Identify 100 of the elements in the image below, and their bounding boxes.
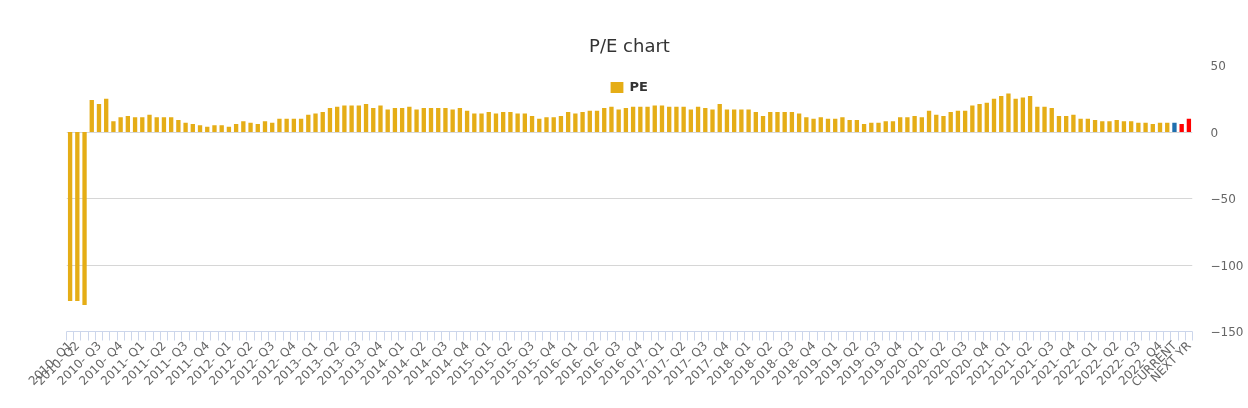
bar xyxy=(724,109,730,132)
bar xyxy=(941,116,946,132)
bar xyxy=(443,108,448,132)
bar xyxy=(508,112,513,132)
bar xyxy=(183,122,188,132)
bar xyxy=(667,106,672,132)
bar xyxy=(630,106,636,132)
bar xyxy=(313,113,318,132)
bar xyxy=(1114,120,1119,132)
bar xyxy=(645,106,650,132)
bar xyxy=(104,98,109,132)
bar xyxy=(587,110,592,132)
bar xyxy=(118,117,123,132)
bar xyxy=(219,125,224,132)
bar xyxy=(1165,122,1170,132)
bar xyxy=(335,106,340,132)
bar xyxy=(796,113,802,132)
bar xyxy=(176,120,181,132)
bar xyxy=(168,117,174,132)
chart-title: P/E chart xyxy=(589,35,670,56)
bar xyxy=(306,114,311,132)
bar xyxy=(659,105,665,132)
bar xyxy=(1092,120,1098,132)
bar xyxy=(869,122,874,132)
bar xyxy=(1042,106,1047,132)
bar xyxy=(277,118,282,132)
bar xyxy=(695,106,701,132)
bar xyxy=(811,118,816,132)
bar xyxy=(270,122,275,132)
bar xyxy=(537,118,542,132)
bar xyxy=(1006,93,1011,132)
bar xyxy=(753,112,758,132)
bar xyxy=(565,112,571,132)
bar xyxy=(385,109,390,132)
bar xyxy=(436,108,441,132)
bar xyxy=(804,117,809,132)
bar xyxy=(529,116,535,132)
bar xyxy=(1071,114,1076,132)
bar xyxy=(962,110,968,132)
bar xyxy=(573,113,578,132)
bar xyxy=(140,117,145,132)
y-tick-label: −150 xyxy=(1210,325,1244,339)
bar xyxy=(703,108,708,132)
bar xyxy=(688,109,694,132)
bar xyxy=(464,110,470,132)
bar xyxy=(710,109,715,132)
legend-label: PE xyxy=(629,79,649,94)
bar xyxy=(472,113,477,132)
bar xyxy=(356,105,361,132)
bar xyxy=(111,121,116,132)
bar xyxy=(760,116,766,132)
bar xyxy=(320,112,325,132)
bar xyxy=(623,108,629,132)
bar xyxy=(782,112,787,132)
bar xyxy=(926,110,932,132)
bar xyxy=(457,108,463,132)
bar xyxy=(241,121,246,132)
bar xyxy=(233,124,239,132)
bar xyxy=(342,105,347,132)
bar xyxy=(739,109,744,132)
bar xyxy=(746,109,751,132)
bar xyxy=(674,106,679,132)
bar xyxy=(428,108,434,132)
bar xyxy=(594,110,600,132)
bar xyxy=(977,104,982,132)
bar xyxy=(190,124,195,132)
bar xyxy=(486,112,491,132)
bar xyxy=(840,117,845,132)
bar xyxy=(262,121,268,132)
bar xyxy=(1157,122,1163,132)
bar xyxy=(248,122,253,132)
bar xyxy=(414,109,419,132)
bar xyxy=(363,104,369,132)
bar xyxy=(558,116,564,132)
bar xyxy=(132,117,138,132)
bar xyxy=(898,117,903,132)
bar xyxy=(1049,108,1054,132)
bar xyxy=(1013,98,1018,132)
bar xyxy=(1150,124,1155,132)
bar xyxy=(955,110,961,132)
bar xyxy=(861,124,867,132)
bar xyxy=(298,118,304,132)
bar xyxy=(522,113,528,132)
bar xyxy=(1107,121,1112,132)
bar xyxy=(197,125,203,132)
bar xyxy=(890,121,896,132)
bar xyxy=(652,105,657,132)
bar xyxy=(284,118,289,132)
bar xyxy=(544,117,549,132)
bar xyxy=(789,112,795,132)
bar xyxy=(905,117,910,132)
bar xyxy=(212,125,217,132)
bar xyxy=(1027,96,1033,132)
bar xyxy=(919,117,924,132)
bar xyxy=(1136,122,1141,132)
y-tick-label: 50 xyxy=(1210,59,1226,73)
bar xyxy=(681,106,686,132)
bar xyxy=(67,132,73,301)
bar xyxy=(768,112,773,132)
bar xyxy=(371,108,376,132)
